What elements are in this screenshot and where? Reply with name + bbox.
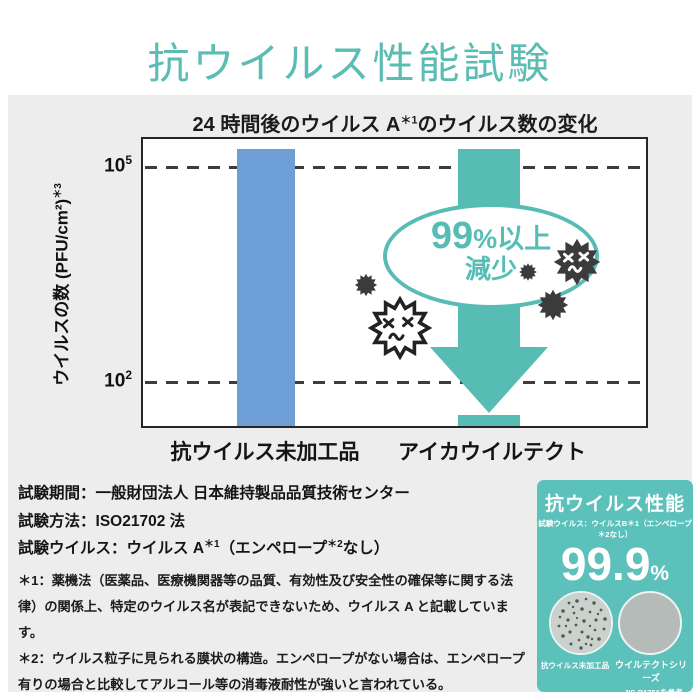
footnote-2: ＊2：ウイルス粒子に見られる膜状の構造。エンペロープがない場合は、エンペロープ有… <box>18 651 525 693</box>
chart-title-text: 24 時間後のウイルス A <box>192 114 401 136</box>
y-axis-label: ウイルスの数 (PFU/cm²)＊3 <box>48 135 73 435</box>
card-note-test-standard: JIS R1756を参考にした試験方法 <box>624 688 690 692</box>
footnote-1: ＊1：薬機法（医薬品、医療機関器等の品質、有効性及び安全性の確保等に関する法律）… <box>18 572 514 641</box>
virus-icon-medium-dark <box>537 289 569 321</box>
reduction-badge: 99%以上 減少 <box>383 203 599 309</box>
test-info-block: 試験期間：一般財団法人 日本維持製品品質技術センター 試験方法：ISO21702… <box>18 480 532 700</box>
y-tick-1e5: 105 <box>104 153 132 177</box>
bar-untreated <box>237 149 295 426</box>
y-axis-label-text: ウイルスの数 (PFU/cm²) <box>52 198 72 386</box>
chart-title: 24 時間後のウイルス A＊1のウイルス数の変化 <box>145 108 645 137</box>
page-title: 抗ウイルス性能試験 <box>147 40 553 87</box>
info-line-method: 試験方法：ISO21702 法 <box>18 512 186 530</box>
info-line-period: 試験期間：一般財団法人 日本維持製品品質技術センター <box>18 485 410 502</box>
dish-label-untreated: 抗ウイルス未加工品 <box>540 661 610 671</box>
dead-virus-icon-white <box>369 297 431 359</box>
card-subtitle: 試験ウイルス：ウイルスB＊1（エンペロープ＊2なし） <box>538 519 692 539</box>
plaque-speckles <box>550 593 611 654</box>
dish-labels: 抗ウイルス未加工品 ウイルテクトシリーズ <box>537 658 693 684</box>
virus-icon-tiny-dark <box>519 263 537 281</box>
dish-label-wiltect: ウイルテクトシリーズ <box>614 660 687 684</box>
virus-icon-small-dark <box>354 273 378 297</box>
petri-dish-wiltect <box>617 591 682 656</box>
y-axis-footnote-mark: ＊3 <box>52 183 64 199</box>
card-notes: （4時間後の結果状況） JIS R1756を参考にした試験方法 <box>537 688 693 692</box>
footnotes: ＊1：薬機法（医薬品、医療機関器等の品質、有効性及び安全性の確保等に関する法律）… <box>18 568 532 700</box>
x-axis-label-untreated: 抗ウイルス未加工品 <box>170 441 360 464</box>
x-axis-label-wiltect: アイカウイルテクト <box>398 441 586 464</box>
dead-virus-icon-dark <box>553 238 601 286</box>
reduction-badge-line1: 99%以上 <box>430 215 552 257</box>
petri-dish-comparison <box>537 591 693 656</box>
chart-title-suffix: のウイルス数の変化 <box>417 114 598 136</box>
gridline-1e5 <box>145 166 646 169</box>
info-line-virus: 試験ウイルス：ウイルス A＊1（エンペロープ＊2なし） <box>18 539 390 558</box>
card-percentage: 99.9% <box>560 538 670 590</box>
chart-title-footnote-mark: ＊1 <box>400 114 418 127</box>
performance-card: 抗ウイルス性能 試験ウイルス：ウイルスB＊1（エンペロープ＊2なし） 99.9% <box>537 480 693 692</box>
petri-dish-untreated <box>548 591 613 656</box>
y-tick-1e2: 102 <box>104 368 132 392</box>
reduction-badge-line2: 減少 <box>464 254 517 284</box>
gridline-1e2 <box>145 381 646 384</box>
card-title: 抗ウイルス性能 <box>544 494 685 515</box>
